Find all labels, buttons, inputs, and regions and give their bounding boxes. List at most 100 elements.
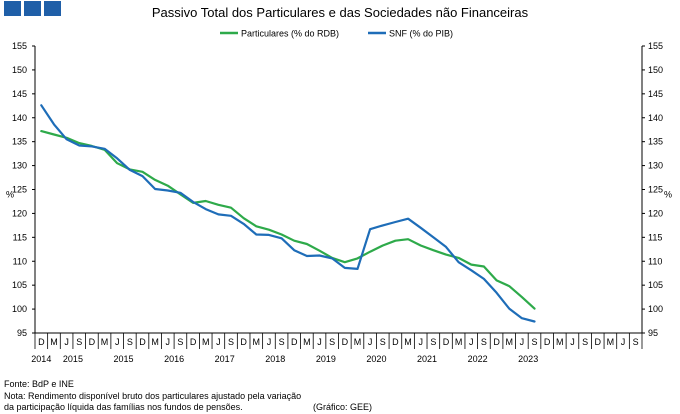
x-year-label: 2014 bbox=[31, 354, 51, 364]
footer-note-line1: Nota: Rendimento disponível bruto dos pa… bbox=[4, 391, 302, 401]
x-quarter-label: J bbox=[368, 337, 373, 347]
x-year-label: 2019 bbox=[316, 354, 336, 364]
x-quarter-label: M bbox=[556, 337, 564, 347]
x-quarter-label: M bbox=[404, 337, 412, 347]
x-quarter-label: D bbox=[291, 337, 298, 347]
y-tick-label-left: 155 bbox=[12, 41, 27, 51]
logo-square-icon bbox=[44, 1, 61, 16]
y-tick-label-right: 150 bbox=[648, 65, 663, 75]
x-year-label: 2016 bbox=[164, 354, 184, 364]
footer-source: Fonte: BdP e INE bbox=[4, 379, 74, 389]
x-quarter-label: D bbox=[443, 337, 450, 347]
x-quarter-label: S bbox=[177, 337, 183, 347]
x-quarter-label: M bbox=[253, 337, 261, 347]
x-quarter-label: D bbox=[342, 337, 349, 347]
x-quarter-label: M bbox=[101, 337, 109, 347]
x-quarter-label: S bbox=[279, 337, 285, 347]
series-line bbox=[40, 104, 536, 323]
footer-credit: (Gráfico: GEE) bbox=[313, 402, 373, 412]
logo bbox=[4, 1, 61, 16]
x-year-label: 2020 bbox=[366, 354, 386, 364]
y-tick-label-left: 105 bbox=[12, 280, 27, 290]
x-quarter-label: J bbox=[418, 337, 423, 347]
x-year-label: 2021 bbox=[417, 354, 437, 364]
x-quarter-label: S bbox=[228, 337, 234, 347]
y-tick-label-left: 140 bbox=[12, 113, 27, 123]
x-quarter-label: S bbox=[633, 337, 639, 347]
y-tick-label-left: 125 bbox=[12, 185, 27, 195]
y-tick-label-left: 135 bbox=[12, 137, 27, 147]
x-quarter-label: M bbox=[505, 337, 513, 347]
x-quarter-label: M bbox=[354, 337, 362, 347]
x-quarter-label: M bbox=[50, 337, 58, 347]
x-quarter-label: J bbox=[166, 337, 171, 347]
y-tick-label-left: 100 bbox=[12, 304, 27, 314]
y-tick-label-right: 110 bbox=[648, 256, 662, 266]
x-quarter-label: J bbox=[64, 337, 69, 347]
x-year-label: 2015 bbox=[63, 354, 83, 364]
x-quarter-label: M bbox=[202, 337, 210, 347]
legend-label: Particulares (% do RDB) bbox=[241, 29, 339, 39]
x-quarter-label: D bbox=[493, 337, 500, 347]
x-quarter-label: S bbox=[430, 337, 436, 347]
y-tick-label-left: 95 bbox=[17, 328, 27, 338]
y-tick-label-left: 120 bbox=[12, 208, 27, 218]
x-year-label: 2017 bbox=[215, 354, 235, 364]
x-quarter-label: J bbox=[621, 337, 626, 347]
x-quarter-label: D bbox=[89, 337, 96, 347]
x-quarter-label: M bbox=[151, 337, 159, 347]
y-tick-label-right: 115 bbox=[648, 232, 662, 242]
y-tick-label-right: 100 bbox=[648, 304, 663, 314]
x-quarter-label: S bbox=[582, 337, 588, 347]
y-tick-label-right: 95 bbox=[648, 328, 658, 338]
x-quarter-label: J bbox=[469, 337, 474, 347]
x-quarter-label: D bbox=[594, 337, 601, 347]
y-tick-label-right: 125 bbox=[648, 185, 663, 195]
y-tick-label-left: 115 bbox=[13, 232, 27, 242]
y-tick-label-right: 105 bbox=[648, 280, 663, 290]
x-year-label: 2018 bbox=[265, 354, 285, 364]
x-quarter-label: D bbox=[392, 337, 399, 347]
x-quarter-label: D bbox=[139, 337, 146, 347]
y-tick-label-left: 145 bbox=[12, 89, 27, 99]
x-quarter-label: J bbox=[317, 337, 322, 347]
x-quarter-label: S bbox=[532, 337, 538, 347]
x-quarter-label: M bbox=[455, 337, 463, 347]
y-tick-label-right: 130 bbox=[648, 161, 663, 171]
x-quarter-label: S bbox=[76, 337, 82, 347]
x-quarter-label: D bbox=[38, 337, 45, 347]
x-quarter-label: J bbox=[115, 337, 120, 347]
legend-label: SNF (% do PIB) bbox=[389, 29, 453, 39]
logo-square-icon bbox=[24, 1, 41, 16]
x-quarter-label: M bbox=[607, 337, 615, 347]
x-quarter-label: D bbox=[240, 337, 247, 347]
y-tick-label-right: 135 bbox=[648, 137, 663, 147]
y-tick-label-right: 120 bbox=[648, 208, 663, 218]
y-tick-label-left: 150 bbox=[12, 65, 27, 75]
y-tick-label-right: 145 bbox=[648, 89, 663, 99]
y-axis-label-right: % bbox=[664, 189, 672, 199]
chart-title: Passivo Total dos Particulares e das Soc… bbox=[151, 5, 529, 20]
x-quarter-label: J bbox=[520, 337, 525, 347]
x-quarter-label: J bbox=[216, 337, 221, 347]
y-tick-label-right: 155 bbox=[648, 41, 663, 51]
y-tick-label-left: 130 bbox=[12, 161, 27, 171]
y-tick-label-left: 110 bbox=[13, 256, 27, 266]
x-quarter-label: M bbox=[303, 337, 311, 347]
x-quarter-label: S bbox=[380, 337, 386, 347]
x-quarter-label: D bbox=[190, 337, 197, 347]
x-quarter-label: J bbox=[267, 337, 272, 347]
y-axis-label-left: % bbox=[6, 189, 14, 199]
x-quarter-label: S bbox=[329, 337, 335, 347]
x-year-label: 2023 bbox=[518, 354, 538, 364]
x-year-label: 2022 bbox=[468, 354, 488, 364]
logo-square-icon bbox=[4, 1, 21, 16]
x-quarter-label: S bbox=[127, 337, 133, 347]
x-quarter-label: D bbox=[544, 337, 551, 347]
x-year-label: 2015 bbox=[114, 354, 134, 364]
y-tick-label-right: 140 bbox=[648, 113, 663, 123]
x-quarter-label: J bbox=[570, 337, 575, 347]
footer-note-line2: da participação líquida das famílias nos… bbox=[4, 402, 243, 412]
x-quarter-label: S bbox=[481, 337, 487, 347]
